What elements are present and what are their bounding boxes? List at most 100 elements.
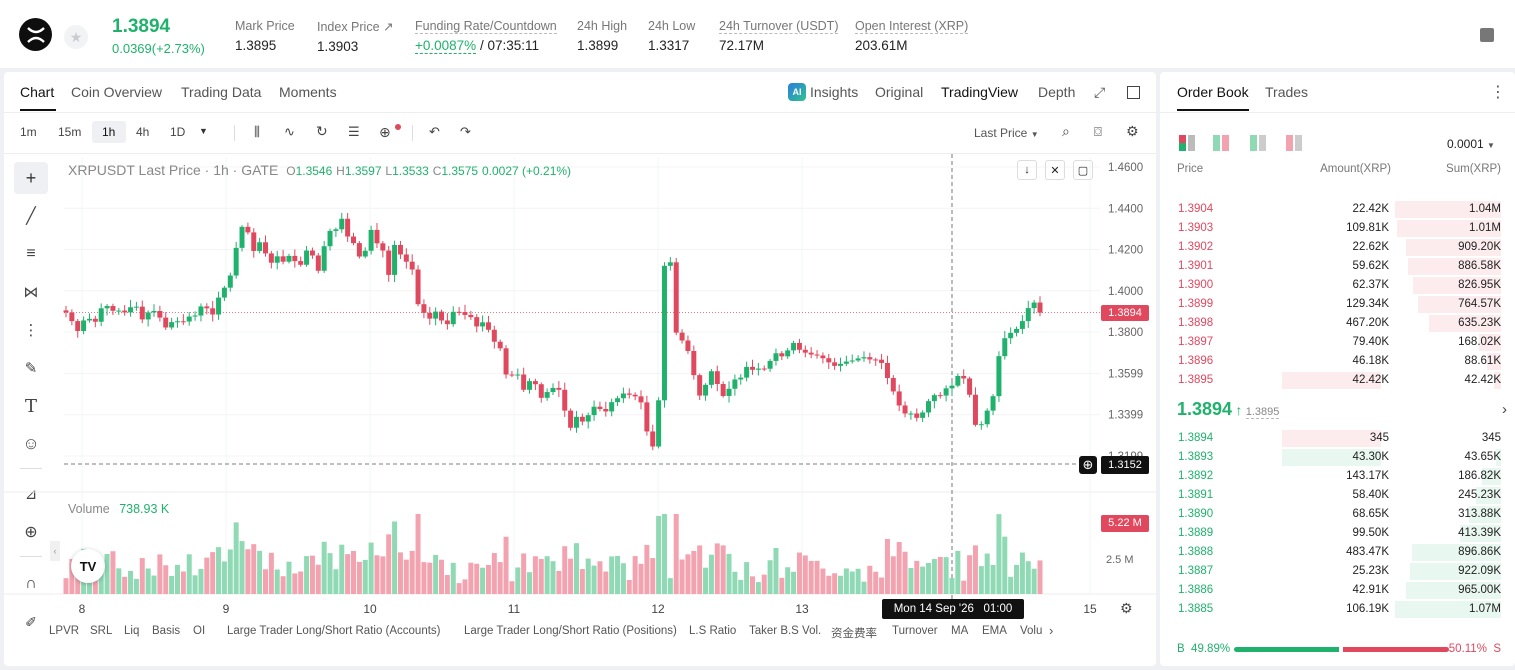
price-type-select[interactable]: Last Price ▼: [974, 126, 1039, 140]
maximize-pane-icon[interactable]: ▢: [1073, 160, 1093, 180]
stat-funding-rate[interactable]: Funding Rate/Countdown +0.0087% / 07:35:…: [415, 19, 557, 54]
bid-row[interactable]: 1.3894 345 345: [1160, 429, 1515, 448]
tab-tradingview[interactable]: TradingView: [941, 84, 1019, 100]
notes-icon[interactable]: [1480, 28, 1494, 42]
bid-row[interactable]: 1.3888 483.47K 896.86K: [1160, 543, 1515, 562]
add-alert-icon[interactable]: ⊕: [1079, 456, 1097, 474]
indicator-tab[interactable]: 资金费率: [831, 628, 877, 640]
bid-row[interactable]: 1.3892 143.17K 186.82K: [1160, 467, 1515, 486]
pencil-lock-icon[interactable]: ✐: [25, 613, 37, 630]
precision-select[interactable]: 0.0001 ▼: [1447, 137, 1495, 151]
ruler-icon[interactable]: ⊿: [24, 486, 38, 503]
collapse-panel-icon[interactable]: ‹: [50, 541, 60, 561]
tab-chart[interactable]: Chart: [20, 84, 55, 100]
timeframe-dropdown-icon[interactable]: ▼: [199, 126, 208, 136]
indicator-tab[interactable]: LPVR: [49, 625, 80, 637]
view-bids-icon[interactable]: [1250, 135, 1266, 151]
stat-index-price[interactable]: Index Price ↗ 1.3903: [317, 20, 394, 54]
tab-trading-data[interactable]: Trading Data: [181, 84, 262, 100]
more-icon[interactable]: ⋮: [1490, 84, 1506, 101]
tab-depth[interactable]: Depth: [1038, 84, 1076, 100]
crosshair-icon[interactable]: +: [14, 162, 48, 194]
tab-order-book[interactable]: Order Book: [1177, 84, 1249, 100]
bid-row[interactable]: 1.3893 43.30K 43.65K: [1160, 448, 1515, 467]
indicator-tab[interactable]: Large Trader Long/Short Ratio (Positions…: [464, 625, 677, 637]
window-icon[interactable]: [1127, 86, 1140, 99]
volume-bar: [216, 547, 222, 594]
magnet-icon[interactable]: ∩: [25, 575, 37, 592]
tab-trades[interactable]: Trades: [1265, 84, 1309, 100]
timeframe-1d[interactable]: 1D: [170, 125, 186, 139]
emoji-icon[interactable]: ☺: [22, 434, 40, 453]
chevron-right-icon[interactable]: ›: [1502, 401, 1507, 418]
tab-original[interactable]: Original: [875, 84, 924, 100]
search-icon[interactable]: ⌕: [1062, 123, 1070, 139]
indicator-tab[interactable]: Volu: [1020, 625, 1043, 637]
indicator-tab[interactable]: SRL: [90, 625, 113, 637]
timeframe-4h[interactable]: 4h: [136, 125, 150, 139]
ask-row[interactable]: 1.3898 467.20K 635.23K: [1160, 314, 1515, 333]
fullscreen-icon[interactable]: ⤢: [1094, 84, 1106, 100]
tab-coin-overview[interactable]: Coin Overview: [71, 84, 163, 100]
timeframe-1h-active[interactable]: [92, 121, 126, 143]
bid-row[interactable]: 1.3886 42.91K 965.00K: [1160, 581, 1515, 600]
indicator-next-icon[interactable]: ›: [1049, 623, 1054, 638]
settings-circle-icon[interactable]: ⚙: [1120, 600, 1133, 616]
templates-icon[interactable]: ☰: [348, 124, 360, 139]
ask-row[interactable]: 1.3900 62.37K 826.95K: [1160, 276, 1515, 295]
undo-icon[interactable]: ↶: [429, 124, 440, 139]
indicator-tab[interactable]: MA: [951, 625, 969, 637]
indicator-tab[interactable]: OI: [193, 625, 206, 637]
ask-row[interactable]: 1.3901 59.62K 886.58K: [1160, 257, 1515, 276]
indicator-tab[interactable]: Large Trader Long/Short Ratio (Accounts): [227, 625, 441, 637]
indicators-icon[interactable]: ∿: [284, 124, 295, 139]
ask-row[interactable]: 1.3904 22.42K 1.04M: [1160, 200, 1515, 219]
timeframe-15m[interactable]: 15m: [58, 125, 82, 139]
fib-lines-icon[interactable]: ≡: [26, 245, 36, 262]
scroll-down-icon[interactable]: ↓: [1017, 160, 1037, 180]
ask-row[interactable]: 1.3903 109.81K 1.01M: [1160, 219, 1515, 238]
indicator-tab[interactable]: Basis: [152, 625, 181, 637]
ask-row[interactable]: 1.3902 22.62K 909.20K: [1160, 238, 1515, 257]
candle-type-icon[interactable]: ⫼: [254, 124, 260, 139]
ask-row[interactable]: 1.3896 46.18K 88.61K: [1160, 352, 1515, 371]
gear-icon[interactable]: ⚙: [1126, 123, 1139, 139]
text-tool-icon[interactable]: T: [24, 395, 37, 417]
bid-row[interactable]: 1.3890 68.65K 313.88K: [1160, 505, 1515, 524]
timeframe-1h[interactable]: 1h: [102, 125, 116, 139]
collapse-icon[interactable]: ✕: [1045, 160, 1065, 180]
camera-icon[interactable]: ⌼: [1094, 124, 1102, 139]
pattern-icon[interactable]: ⋈: [23, 284, 39, 301]
tab-insights[interactable]: Insights: [810, 84, 859, 100]
indicator-tab[interactable]: Liq: [124, 625, 140, 637]
bid-row[interactable]: 1.3887 25.23K 922.09K: [1160, 562, 1515, 581]
zoom-in-icon[interactable]: ⊕: [24, 524, 38, 541]
bid-row[interactable]: 1.3889 99.50K 413.39K: [1160, 524, 1515, 543]
indicator-tab[interactable]: L.S Ratio: [689, 625, 737, 637]
favorite-star-icon[interactable]: ★: [64, 25, 88, 49]
ask-row[interactable]: 1.3899 129.34K 764.57K: [1160, 295, 1515, 314]
view-both-icon[interactable]: [1179, 135, 1195, 151]
ask-row[interactable]: 1.3895 42.42K 42.42K: [1160, 371, 1515, 390]
redo-icon[interactable]: ↷: [460, 124, 471, 139]
trend-line-icon[interactable]: ╱: [26, 208, 36, 225]
bid-row[interactable]: 1.3885 106.19K 1.07M: [1160, 600, 1515, 619]
indicator-tab[interactable]: EMA: [982, 625, 1007, 637]
view-mixed-icon[interactable]: [1213, 135, 1229, 151]
tab-moments[interactable]: Moments: [279, 84, 337, 100]
external-link-icon[interactable]: ↗: [383, 20, 394, 34]
candlestick-chart[interactable]: 1.4600 1.4400 1.4200 1.4000 1.3800 1.3599 1.33…: [4, 72, 1156, 666]
ask-row[interactable]: 1.3897 79.40K 168.02K: [1160, 333, 1515, 352]
compare-icon[interactable]: ↻: [316, 123, 328, 139]
timeframe-1m[interactable]: 1m: [20, 125, 37, 139]
indicator-tab[interactable]: Turnover: [892, 625, 938, 637]
gann-icon[interactable]: ⋮: [23, 322, 39, 339]
view-asks-icon[interactable]: [1286, 135, 1302, 151]
add-indicator-icon[interactable]: ⊕: [379, 124, 391, 140]
indicator-tab[interactable]: Taker B.S Vol.: [749, 625, 822, 637]
bid-row[interactable]: 1.3891 58.40K 245.23K: [1160, 486, 1515, 505]
mid-price[interactable]: 1.3894 ↑ 1.3895 ›: [1177, 399, 1507, 419]
brush-icon[interactable]: ✎: [24, 360, 38, 377]
ai-insights-icon[interactable]: AI: [788, 83, 806, 101]
row-price: 1.3889: [1178, 527, 1214, 539]
